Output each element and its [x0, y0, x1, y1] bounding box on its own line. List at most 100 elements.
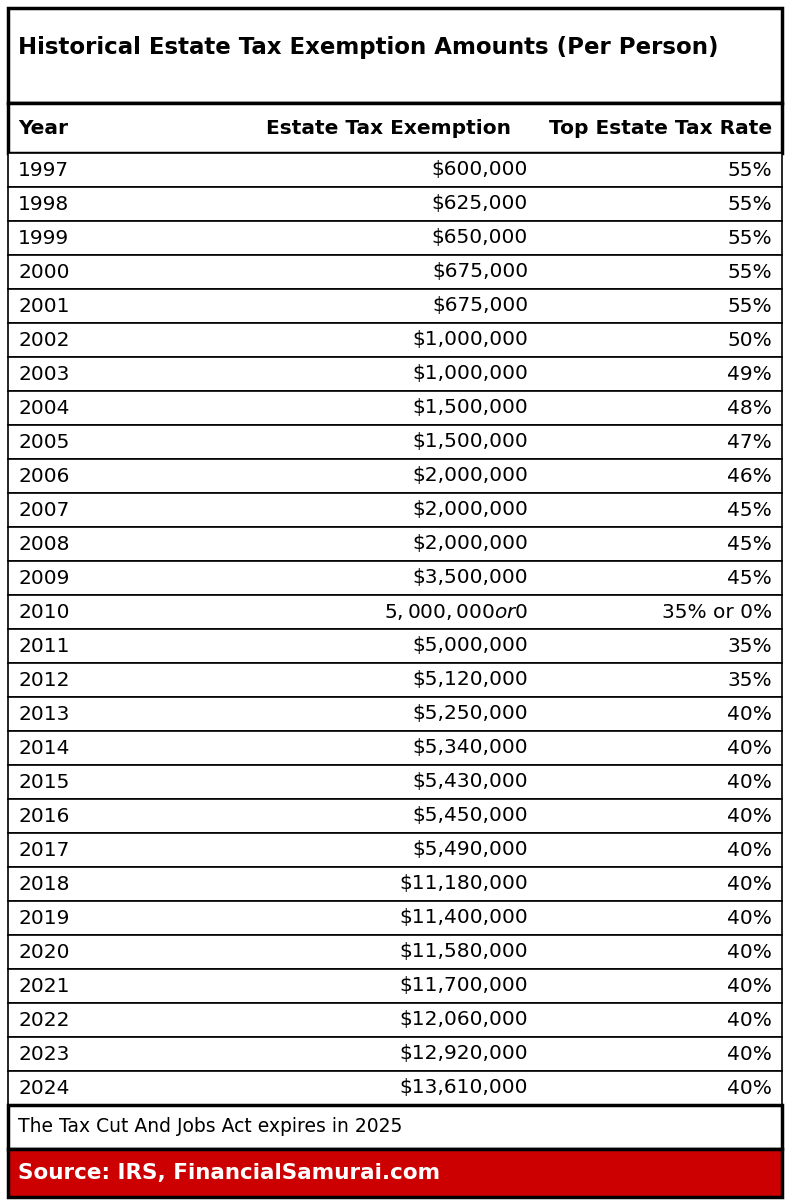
Text: 2010: 2010 — [18, 603, 70, 621]
Text: 40%: 40% — [727, 1010, 772, 1029]
Text: 40%: 40% — [727, 739, 772, 758]
Text: 55%: 55% — [728, 228, 772, 247]
Text: 35% or 0%: 35% or 0% — [662, 603, 772, 621]
Text: $5,340,000: $5,340,000 — [412, 739, 528, 758]
Bar — [8, 663, 782, 697]
Text: 2003: 2003 — [18, 364, 70, 383]
Text: 45%: 45% — [728, 534, 772, 554]
Text: 45%: 45% — [728, 501, 772, 520]
Text: Source: IRS, FinancialSamurai.com: Source: IRS, FinancialSamurai.com — [18, 1163, 440, 1183]
Bar — [8, 357, 782, 392]
Text: 2021: 2021 — [18, 976, 70, 996]
Text: 2006: 2006 — [18, 466, 70, 485]
Text: 2019: 2019 — [18, 908, 70, 927]
Text: 2011: 2011 — [18, 637, 70, 656]
Text: 2013: 2013 — [18, 705, 70, 723]
Text: $5,120,000: $5,120,000 — [412, 670, 528, 689]
Text: 35%: 35% — [728, 637, 772, 656]
Bar — [8, 392, 782, 425]
Bar — [8, 799, 782, 833]
Bar — [8, 969, 782, 1003]
Text: $1,500,000: $1,500,000 — [412, 432, 528, 452]
Text: $5,000,000 or $0: $5,000,000 or $0 — [384, 602, 528, 622]
Text: 48%: 48% — [727, 399, 772, 418]
Text: 2000: 2000 — [18, 263, 70, 281]
Bar — [8, 765, 782, 799]
Text: 46%: 46% — [728, 466, 772, 485]
Text: $5,450,000: $5,450,000 — [412, 807, 528, 825]
Text: $650,000: $650,000 — [432, 228, 528, 247]
Text: 50%: 50% — [728, 330, 772, 349]
Bar — [8, 103, 782, 153]
Text: Year: Year — [18, 119, 68, 137]
Text: $12,920,000: $12,920,000 — [400, 1045, 528, 1064]
Text: $2,000,000: $2,000,000 — [412, 534, 528, 554]
Bar — [8, 629, 782, 663]
Text: 2020: 2020 — [18, 943, 70, 962]
Bar — [8, 833, 782, 867]
Text: $2,000,000: $2,000,000 — [412, 466, 528, 485]
Text: 55%: 55% — [728, 297, 772, 316]
Text: $3,500,000: $3,500,000 — [412, 568, 528, 587]
Text: 2024: 2024 — [18, 1078, 70, 1098]
Text: 2004: 2004 — [18, 399, 70, 418]
Bar — [8, 459, 782, 492]
Text: 1999: 1999 — [18, 228, 70, 247]
Text: $11,580,000: $11,580,000 — [400, 943, 528, 962]
Text: $12,060,000: $12,060,000 — [400, 1010, 528, 1029]
Text: Top Estate Tax Rate: Top Estate Tax Rate — [549, 119, 772, 137]
Bar — [8, 867, 782, 901]
Bar — [8, 289, 782, 323]
Bar — [8, 901, 782, 936]
Text: 40%: 40% — [727, 841, 772, 860]
Text: $625,000: $625,000 — [432, 195, 528, 214]
Text: Estate Tax Exemption: Estate Tax Exemption — [265, 119, 510, 137]
Text: 40%: 40% — [727, 976, 772, 996]
Text: $5,250,000: $5,250,000 — [412, 705, 528, 723]
Text: 2001: 2001 — [18, 297, 70, 316]
Text: 2012: 2012 — [18, 670, 70, 689]
Text: 40%: 40% — [727, 874, 772, 894]
Text: 2002: 2002 — [18, 330, 70, 349]
Text: 2008: 2008 — [18, 534, 70, 554]
Bar — [8, 187, 782, 221]
Text: 55%: 55% — [728, 161, 772, 179]
Text: $5,000,000: $5,000,000 — [412, 637, 528, 656]
Text: $11,180,000: $11,180,000 — [399, 874, 528, 894]
Bar — [8, 1036, 782, 1071]
Text: Historical Estate Tax Exemption Amounts (Per Person): Historical Estate Tax Exemption Amounts … — [18, 36, 718, 59]
Bar — [8, 255, 782, 289]
Text: $675,000: $675,000 — [432, 263, 528, 281]
Text: 49%: 49% — [728, 364, 772, 383]
Text: 2018: 2018 — [18, 874, 70, 894]
Bar — [8, 594, 782, 629]
Bar — [8, 1003, 782, 1036]
Text: 55%: 55% — [728, 195, 772, 214]
Bar — [8, 527, 782, 561]
Text: 40%: 40% — [727, 1045, 772, 1064]
Text: 2014: 2014 — [18, 739, 70, 758]
Text: 2015: 2015 — [18, 772, 70, 791]
Text: 40%: 40% — [727, 1078, 772, 1098]
Bar — [8, 425, 782, 459]
Text: $11,400,000: $11,400,000 — [399, 908, 528, 927]
Bar — [8, 1071, 782, 1105]
Text: 2017: 2017 — [18, 841, 70, 860]
Text: 2016: 2016 — [18, 807, 70, 825]
Text: $600,000: $600,000 — [431, 161, 528, 179]
Text: $5,490,000: $5,490,000 — [412, 841, 528, 860]
Text: 40%: 40% — [727, 705, 772, 723]
Bar — [8, 492, 782, 527]
Text: 40%: 40% — [727, 772, 772, 791]
Text: The Tax Cut And Jobs Act expires in 2025: The Tax Cut And Jobs Act expires in 2025 — [18, 1117, 402, 1136]
Text: $1,000,000: $1,000,000 — [412, 364, 528, 383]
Text: $1,500,000: $1,500,000 — [412, 399, 528, 418]
Text: 55%: 55% — [728, 263, 772, 281]
Bar — [8, 153, 782, 187]
Text: 47%: 47% — [728, 432, 772, 452]
Text: $2,000,000: $2,000,000 — [412, 501, 528, 520]
Bar — [8, 561, 782, 594]
Bar — [8, 1105, 782, 1149]
Text: 40%: 40% — [727, 908, 772, 927]
Text: 1997: 1997 — [18, 161, 70, 179]
